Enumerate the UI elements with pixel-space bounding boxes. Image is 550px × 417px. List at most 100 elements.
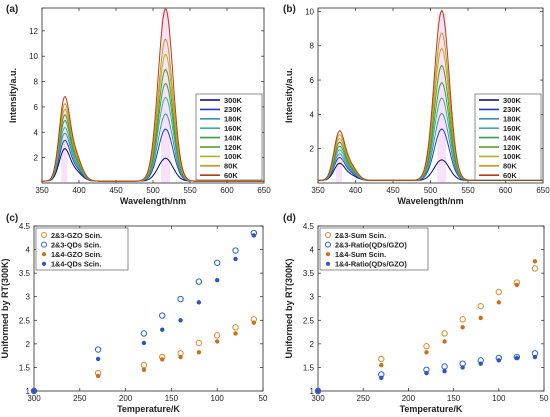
- data-point: [423, 343, 430, 350]
- y-tick-label: 4: [26, 246, 31, 255]
- x-tick-label: 50: [540, 394, 549, 403]
- data-point: [233, 256, 238, 262]
- x-tick-label: 500: [424, 186, 438, 195]
- x-tick-label: 650: [536, 186, 550, 195]
- legend-marker: [325, 241, 331, 248]
- panel-d: (d) 300 250 200 150 100 50 1 1.5 2 2.5 3 3.5 4 4.5 Temp…: [283, 213, 549, 414]
- data-point: [379, 375, 384, 380]
- data-point: [532, 259, 538, 264]
- legend-box: [319, 227, 429, 271]
- y-tick-label: 8: [310, 42, 315, 51]
- legend-label: 180K: [503, 115, 522, 124]
- y-tick-label: 2: [34, 154, 39, 163]
- legend-marker: [325, 232, 331, 238]
- x-tick-label: 300: [27, 394, 41, 403]
- data-point: [160, 357, 165, 362]
- legend-label: 80K: [503, 162, 517, 171]
- legend-marker: [41, 232, 47, 238]
- x-tick-label: 100: [492, 394, 506, 403]
- data-point: [379, 362, 384, 368]
- data-point: [177, 295, 184, 303]
- data-point: [140, 361, 148, 369]
- legend-label: 2&3-GZO Scin.: [51, 231, 102, 240]
- spectrum-line: [317, 9, 543, 181]
- x-tick-label: 200: [402, 394, 416, 403]
- x-axis-label: Wavelength/nm: [120, 196, 186, 206]
- data-point: [196, 300, 202, 305]
- legend-label: 60K: [224, 171, 238, 180]
- data-point: [140, 330, 148, 337]
- legend-label: 2&3-Sum Scin.: [335, 231, 386, 240]
- data-point: [514, 282, 520, 288]
- data-point: [141, 367, 147, 372]
- data-point: [178, 354, 183, 360]
- y-tick-label: 2: [310, 145, 315, 154]
- x-tick-label: 500: [146, 186, 160, 195]
- legend-label: 300K: [503, 96, 522, 105]
- legend-label: 140K: [503, 133, 522, 142]
- legend-label: 1&4-Sum Scin.: [335, 250, 386, 259]
- x-tick-label: 550: [183, 186, 197, 195]
- data-point: [95, 373, 101, 379]
- panel-label: (d): [283, 213, 296, 224]
- spectrum-line: [41, 8, 264, 182]
- data-point: [442, 369, 447, 374]
- data-point: [514, 355, 520, 361]
- x-tick-label: 100: [211, 394, 225, 403]
- data-point: [477, 302, 484, 310]
- x-tick-label: 400: [349, 186, 363, 195]
- x-tick-label: 200: [119, 394, 133, 403]
- x-axis-label: Temperature/K: [400, 404, 463, 414]
- x-tick-label: 350: [35, 186, 49, 195]
- data-point: [495, 288, 502, 296]
- data-point: [441, 363, 448, 370]
- data-point: [178, 318, 183, 323]
- y-tick-label: 4.5: [303, 222, 315, 231]
- legend-marker: [41, 241, 47, 248]
- legend-label: 140K: [224, 133, 243, 142]
- panel-c: (c) 300 250 200 150 100 50 1 1.5 2 2.5 3 3.5 4 4.5 Temp…: [0, 213, 268, 414]
- legend-label: 230K: [224, 105, 243, 114]
- data-point: [532, 354, 538, 360]
- y-tick-label: 3: [310, 293, 315, 302]
- data-point: [496, 300, 501, 305]
- emission-glow: [61, 106, 68, 183]
- y-tick-label: 3.5: [19, 269, 31, 278]
- legend-label: 1&4-QDs Scin.: [51, 260, 101, 269]
- y-tick-label: 1: [26, 387, 31, 396]
- data-point: [251, 320, 257, 325]
- panel-label: (c): [6, 213, 18, 224]
- x-tick-label: 250: [357, 394, 371, 403]
- y-tick-label: 4.5: [19, 222, 31, 231]
- data-point: [159, 312, 166, 319]
- x-tick-label: 450: [386, 186, 400, 195]
- y-tick-label: 6: [34, 103, 39, 112]
- data-point: [214, 332, 221, 339]
- x-tick-label: 450: [109, 186, 123, 195]
- panel-a: (a) 350 400 450 500 550 600 650 2 4 6 8 10 12 Waveleng…: [6, 4, 271, 206]
- data-point: [30, 387, 38, 395]
- legend-label: 100K: [503, 152, 522, 161]
- y-axis-label: Intensity/a.u.: [284, 68, 294, 123]
- x-tick-label: 600: [220, 186, 234, 195]
- legend-label: 120K: [224, 143, 243, 152]
- data-point: [232, 247, 239, 254]
- y-tick-label: 12: [29, 27, 38, 36]
- x-tick-label: 150: [165, 394, 179, 403]
- data-point: [251, 233, 257, 238]
- x-axis-label: Wavelength/nm: [397, 196, 463, 206]
- data-point: [478, 315, 483, 321]
- legend-label: 120K: [503, 143, 522, 152]
- y-tick-label: 1.5: [303, 363, 315, 372]
- data-point: [442, 339, 447, 344]
- data-point: [378, 355, 385, 363]
- y-axis-label: Uniformed by RT(300K): [0, 258, 10, 358]
- data-point: [214, 259, 221, 266]
- y-tick-label: 2.5: [19, 316, 31, 325]
- data-point: [215, 339, 220, 344]
- data-point: [478, 361, 483, 366]
- y-tick-label: 4: [310, 246, 315, 255]
- data-point: [314, 387, 322, 395]
- legend-label: 160K: [503, 124, 522, 133]
- y-tick-label: 8: [34, 78, 39, 87]
